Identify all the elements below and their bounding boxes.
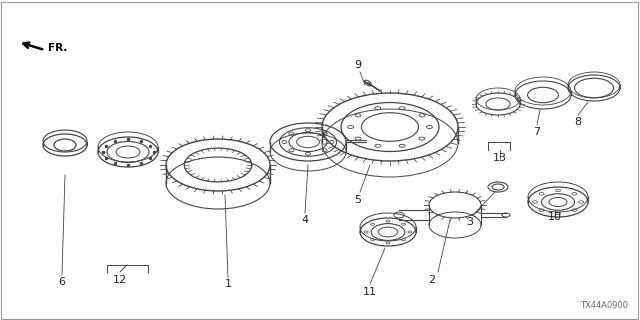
Text: 7: 7 — [533, 127, 541, 137]
Text: 6: 6 — [58, 277, 65, 287]
Text: TX44A0900: TX44A0900 — [580, 301, 628, 310]
Text: 10: 10 — [548, 212, 562, 222]
Text: 2: 2 — [428, 275, 436, 285]
Text: 9: 9 — [355, 60, 362, 70]
Text: 3: 3 — [467, 217, 474, 227]
Text: 8: 8 — [575, 117, 582, 127]
Text: 4: 4 — [301, 215, 308, 225]
Text: FR.: FR. — [48, 43, 67, 53]
Text: 13: 13 — [493, 153, 507, 163]
Text: 1: 1 — [225, 279, 232, 289]
Text: 11: 11 — [363, 287, 377, 297]
Text: 12: 12 — [113, 275, 127, 285]
Text: 5: 5 — [355, 195, 362, 205]
